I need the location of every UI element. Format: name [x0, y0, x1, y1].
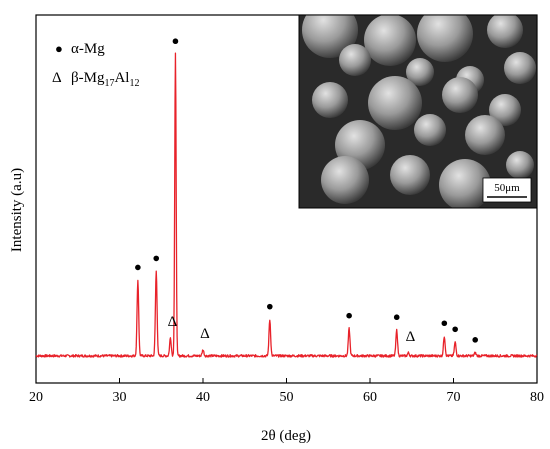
powder-particle	[390, 155, 430, 195]
powder-particle	[487, 15, 523, 48]
alpha-mg-marker	[346, 312, 352, 319]
powder-particle	[302, 15, 358, 58]
x-tick-label: 30	[113, 390, 127, 405]
powder-particle	[442, 77, 478, 113]
beta-phase-marker: Δ	[168, 314, 178, 330]
beta-phase-marker: Δ	[406, 329, 416, 345]
powder-particle	[339, 44, 371, 76]
powder-particle	[312, 82, 348, 118]
x-axis-ticks: 20 30 40 50 60 70 80	[29, 378, 544, 405]
alpha-mg-marker	[472, 337, 479, 343]
powder-particle	[321, 156, 369, 204]
sem-inset-image	[299, 15, 537, 208]
powder-particle	[465, 115, 505, 155]
legend: ● α-Mg Δ β-Mg17Al12	[52, 41, 139, 89]
alpha-mg-marker	[441, 320, 448, 327]
beta-phase-marker: Δ	[200, 326, 210, 342]
powder-particle	[506, 151, 534, 179]
powder-particle	[364, 15, 416, 66]
legend-label-alpha: α-Mg	[71, 41, 105, 57]
alpha-mg-marker	[153, 255, 160, 262]
alpha-mg-marker	[135, 264, 141, 271]
x-tick-label: 20	[29, 390, 43, 405]
powder-particle	[414, 114, 446, 146]
sem-inset-border	[298, 14, 538, 209]
x-tick-label: 40	[196, 390, 210, 405]
powder-particle	[368, 76, 422, 130]
scale-bar: 50μm	[482, 177, 532, 203]
x-tick-label: 80	[530, 390, 544, 405]
alpha-mg-marker	[393, 314, 400, 321]
legend-symbol-beta: Δ	[52, 70, 62, 86]
x-tick-label: 70	[447, 390, 461, 405]
x-tick-label: 50	[280, 390, 294, 405]
xrd-spectrum-line	[35, 52, 538, 358]
alpha-mg-marker	[267, 303, 273, 310]
peak-markers: ΔΔ Δ	[135, 38, 479, 345]
x-axis-label: 2θ (deg)	[261, 428, 311, 444]
legend-symbol-alpha: ●	[55, 41, 63, 56]
alpha-mg-marker	[172, 38, 179, 45]
powder-particle	[489, 94, 521, 126]
x-tick-label: 60	[363, 390, 377, 405]
powder-particle	[406, 58, 434, 86]
scale-bar-label: 50μm	[494, 182, 520, 194]
powder-particle	[417, 15, 473, 62]
powder-particle	[439, 159, 491, 208]
legend-label-beta: β-Mg17Al12	[71, 70, 139, 89]
y-axis-label: Intensity (a.u)	[9, 168, 25, 252]
alpha-mg-marker	[452, 326, 458, 333]
powder-particle	[504, 52, 536, 84]
